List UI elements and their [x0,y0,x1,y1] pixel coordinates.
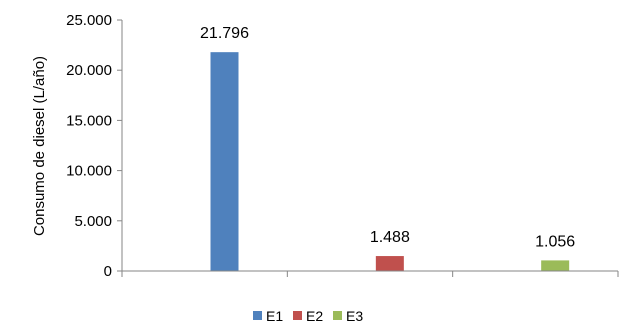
legend: E1 E2 E3 [253,308,363,324]
bars [210,52,570,272]
data-label-e2: 1.488 [370,229,410,246]
bar-e3 [541,260,570,271]
legend-swatch-e2 [293,311,302,320]
y-tick-label: 5.000 [74,213,112,230]
y-axis-ticks: 0 5.000 10.000 15.000 20.000 25.000 [66,12,112,280]
bar-e2 [375,256,404,271]
y-tick-label: 15.000 [66,112,112,129]
y-tick-label: 10.000 [66,163,112,180]
legend-swatch-e1 [253,311,262,320]
data-label-e3: 1.056 [535,233,575,250]
y-tick-label: 20.000 [66,62,112,79]
legend-label-e3: E3 [346,308,363,324]
data-labels: 21.796 1.488 1.056 [200,25,575,250]
legend-label-e1: E1 [266,308,283,324]
y-tick-label: 0 [104,263,112,280]
bar-e1 [210,52,239,272]
legend-swatch-e3 [333,311,342,320]
legend-label-e2: E2 [306,308,323,324]
y-axis-label: Consumo de diesel (L/año) [31,56,48,236]
y-tick-label: 25.000 [66,12,112,29]
data-label-e1: 21.796 [200,25,249,42]
axes [117,19,619,277]
